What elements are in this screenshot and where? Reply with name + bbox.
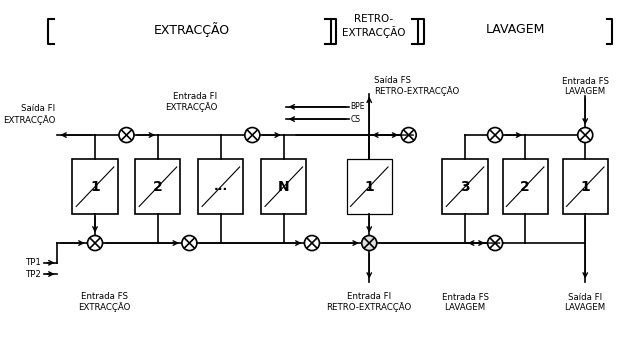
Text: Entrada FS
EXTRACÇÃO: Entrada FS EXTRACÇÃO xyxy=(78,292,130,312)
Text: Saída FI
LAVAGEM: Saída FI LAVAGEM xyxy=(564,293,606,312)
Text: ...: ... xyxy=(214,180,228,193)
Circle shape xyxy=(119,127,134,143)
Circle shape xyxy=(401,127,416,143)
Text: Entrada FS
LAVAGEM: Entrada FS LAVAGEM xyxy=(441,293,488,312)
Text: Entrada FI
EXTRACÇÃO: Entrada FI EXTRACÇÃO xyxy=(165,92,217,112)
Text: Saída FS
RETRO-EXTRACÇÃO: Saída FS RETRO-EXTRACÇÃO xyxy=(374,76,459,96)
Text: N: N xyxy=(278,180,290,194)
Bar xyxy=(503,159,547,214)
Bar xyxy=(73,159,117,214)
Text: CS: CS xyxy=(350,115,361,124)
Bar xyxy=(347,159,392,214)
Text: 1: 1 xyxy=(581,180,590,194)
Circle shape xyxy=(88,236,103,250)
Text: Entrada FI
RETRO-EXTRACÇÃO: Entrada FI RETRO-EXTRACÇÃO xyxy=(327,292,412,312)
Text: 1: 1 xyxy=(364,180,374,194)
Text: LAVAGEM: LAVAGEM xyxy=(486,23,545,36)
Text: BPE: BPE xyxy=(350,102,365,111)
Text: 2: 2 xyxy=(520,180,530,194)
Text: RETRO-
EXTRACÇÃO: RETRO- EXTRACÇÃO xyxy=(342,14,406,38)
Circle shape xyxy=(362,236,377,250)
Text: Entrada FS
LAVAGEM: Entrada FS LAVAGEM xyxy=(562,76,609,96)
Bar xyxy=(443,159,488,214)
Text: EXTRACÇÃO: EXTRACÇÃO xyxy=(154,22,230,37)
Circle shape xyxy=(305,236,320,250)
Circle shape xyxy=(488,236,503,250)
Text: TP1: TP1 xyxy=(26,258,41,267)
Bar xyxy=(198,159,243,214)
Bar xyxy=(562,159,608,214)
Text: TP2: TP2 xyxy=(26,269,41,278)
Circle shape xyxy=(182,236,197,250)
Circle shape xyxy=(245,127,260,143)
Text: 2: 2 xyxy=(153,180,163,194)
Circle shape xyxy=(577,127,593,143)
Text: 3: 3 xyxy=(460,180,470,194)
Circle shape xyxy=(488,127,503,143)
Text: Saída FI
EXTRACÇÃO: Saída FI EXTRACÇÃO xyxy=(3,104,56,124)
Text: 1: 1 xyxy=(90,180,100,194)
Bar xyxy=(261,159,307,214)
Bar xyxy=(135,159,181,214)
